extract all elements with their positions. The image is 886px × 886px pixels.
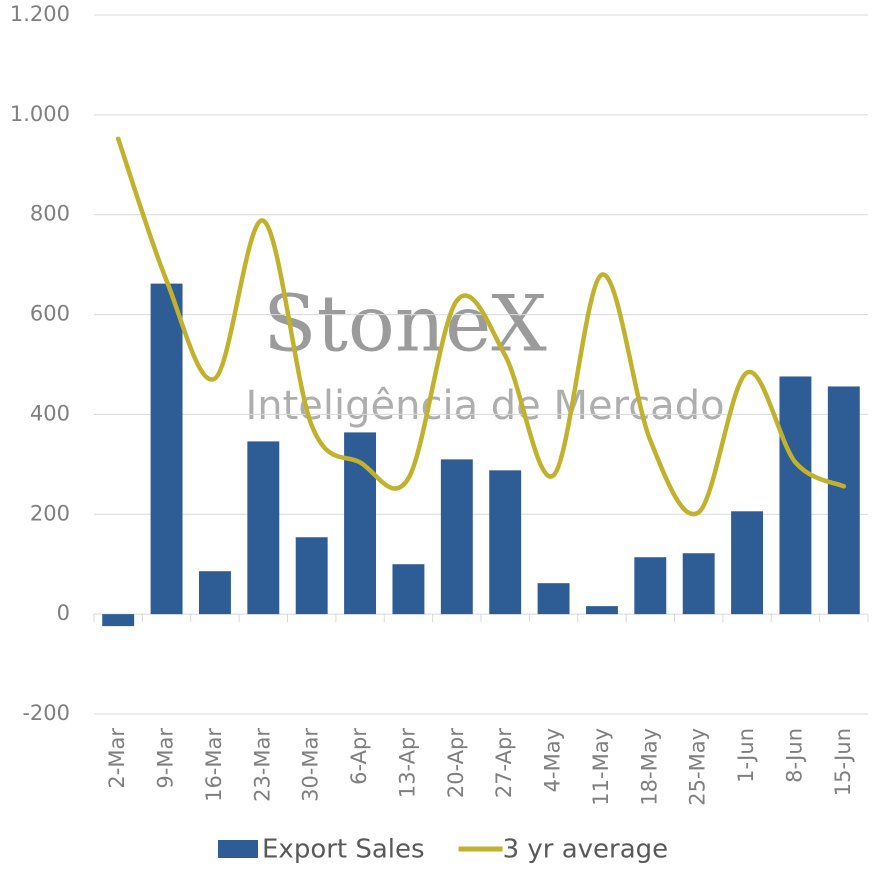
x-tick-label: 25-May [686,728,710,806]
bar [827,386,860,615]
line [115,136,847,517]
bar [247,441,280,615]
bar [392,564,425,615]
legend-swatch [218,840,258,858]
bar [731,511,764,615]
bar [198,571,231,615]
x-tick-label: 30-Mar [299,728,323,802]
x-tick-label: 23-Mar [250,728,274,802]
bar [102,614,135,627]
x-tick-label: 18-May [637,728,661,806]
x-tick-label: 8-Jun [782,728,806,783]
bar [295,537,328,615]
y-tick-label: 600 [30,302,70,326]
bar [537,583,570,615]
bar [150,283,183,615]
x-tick-label: 2-Mar [105,728,129,789]
bar [585,606,618,615]
x-tick-label: 16-Mar [202,728,226,802]
watermark-tagline: Inteligência de Mercado [245,383,724,429]
x-tick-label: 6-Apr [347,728,371,785]
y-tick-label: 1.200 [10,2,70,26]
bar [634,557,667,615]
y-tick-label: 400 [30,401,70,425]
x-tick-label: 15-Jun [831,728,855,796]
x-tick-label: 13-Apr [395,728,419,799]
watermark-brand: StoneX [263,280,547,370]
y-tick-label: 800 [30,202,70,226]
x-tick-label: 4-May [541,728,565,792]
bar [682,553,715,615]
x-tick-label: 9-Mar [154,728,178,789]
bar [489,470,522,615]
x-tick-label: 20-Apr [444,728,468,799]
x-tick-label: 11-May [589,728,613,806]
y-tick-label: 0 [57,601,70,625]
bar [779,376,812,615]
y-tick-label: -200 [22,701,70,725]
y-tick-label: 1.000 [10,102,70,126]
legend-label: 3 yr average [503,835,669,865]
bar [440,459,473,615]
x-tick-label: 1-Jun [734,728,758,783]
legend-label: Export Sales [262,835,425,865]
x-tick-label: 27-Apr [492,728,516,799]
y-tick-label: 200 [30,501,70,525]
